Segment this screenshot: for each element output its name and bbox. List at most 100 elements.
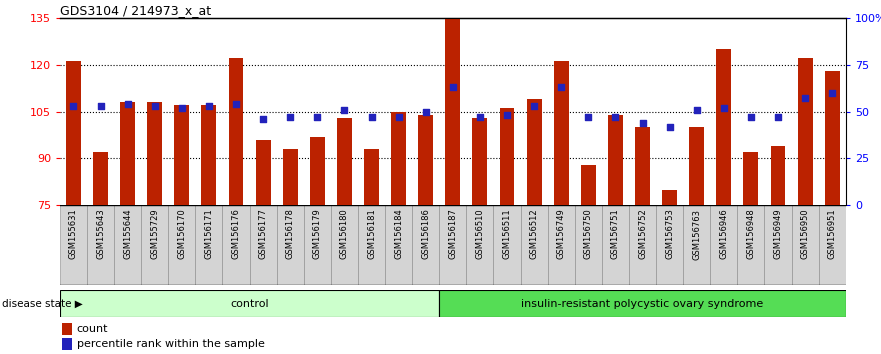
Text: GSM156948: GSM156948	[746, 209, 755, 259]
Bar	[581, 165, 596, 205]
Bar	[527, 99, 542, 205]
Bar	[797, 58, 812, 205]
Text: GSM156950: GSM156950	[801, 209, 810, 259]
Bar	[521, 205, 548, 285]
Bar	[716, 49, 731, 205]
Text: GSM155643: GSM155643	[96, 209, 105, 259]
Point	[635, 120, 649, 126]
Bar	[62, 338, 72, 350]
Bar	[364, 149, 379, 205]
Point	[825, 90, 840, 96]
Text: GSM156946: GSM156946	[719, 209, 729, 259]
Point	[527, 103, 541, 109]
Bar	[228, 58, 243, 205]
Bar	[277, 205, 304, 285]
Point	[690, 107, 704, 113]
Point	[148, 103, 162, 109]
Bar	[440, 205, 466, 285]
Bar	[472, 118, 487, 205]
Bar	[744, 152, 759, 205]
Text: GSM155729: GSM155729	[151, 209, 159, 259]
Point	[283, 114, 297, 120]
Text: GSM156763: GSM156763	[692, 209, 701, 259]
Point	[473, 114, 487, 120]
Text: disease state ▶: disease state ▶	[2, 298, 83, 309]
Text: GSM156511: GSM156511	[502, 209, 512, 259]
Bar	[466, 205, 493, 285]
Text: GSM155644: GSM155644	[123, 209, 132, 259]
Text: GSM156170: GSM156170	[177, 209, 187, 259]
Point	[365, 114, 379, 120]
Bar	[141, 205, 168, 285]
Bar	[765, 205, 791, 285]
Point	[229, 101, 243, 107]
Bar	[574, 205, 602, 285]
Bar	[62, 322, 72, 335]
Bar	[608, 115, 623, 205]
Bar	[656, 205, 683, 285]
Bar	[87, 205, 115, 285]
Point	[771, 114, 785, 120]
Text: GSM156184: GSM156184	[394, 209, 403, 259]
Text: GSM156749: GSM156749	[557, 209, 566, 259]
Point	[121, 101, 135, 107]
Point	[500, 113, 515, 118]
Bar	[825, 71, 840, 205]
Text: GSM156171: GSM156171	[204, 209, 213, 259]
Point	[717, 105, 731, 110]
FancyBboxPatch shape	[440, 290, 846, 317]
Bar	[147, 102, 162, 205]
Bar	[791, 205, 818, 285]
Point	[391, 114, 405, 120]
Bar	[196, 205, 223, 285]
Text: GSM156753: GSM156753	[665, 209, 674, 259]
Bar	[446, 18, 460, 205]
Point	[609, 114, 623, 120]
Text: percentile rank within the sample: percentile rank within the sample	[77, 339, 264, 349]
Bar	[737, 205, 765, 285]
Text: GSM156180: GSM156180	[340, 209, 349, 259]
Bar	[548, 205, 574, 285]
Point	[744, 114, 758, 120]
Text: GSM156510: GSM156510	[476, 209, 485, 259]
Text: GSM156949: GSM156949	[774, 209, 782, 259]
Bar	[818, 205, 846, 285]
Bar	[331, 205, 358, 285]
Bar	[255, 139, 270, 205]
Point	[310, 114, 324, 120]
Bar	[202, 105, 217, 205]
Text: GDS3104 / 214973_x_at: GDS3104 / 214973_x_at	[60, 4, 211, 17]
Point	[256, 116, 270, 122]
Point	[93, 103, 107, 109]
Bar	[663, 190, 677, 205]
Text: GSM156181: GSM156181	[367, 209, 376, 259]
Point	[446, 84, 460, 90]
Point	[174, 105, 189, 110]
Point	[554, 84, 568, 90]
Text: GSM156750: GSM156750	[584, 209, 593, 259]
Text: control: control	[230, 298, 269, 309]
Bar	[115, 205, 141, 285]
Point	[418, 109, 433, 114]
Text: GSM156951: GSM156951	[828, 209, 837, 259]
Bar	[391, 112, 406, 205]
Point	[798, 96, 812, 101]
Bar	[249, 205, 277, 285]
Point	[581, 114, 596, 120]
Bar	[771, 146, 786, 205]
Text: GSM156177: GSM156177	[259, 209, 268, 259]
Bar	[493, 205, 521, 285]
Bar	[60, 205, 87, 285]
Bar	[710, 205, 737, 285]
Text: GSM156178: GSM156178	[285, 209, 295, 259]
Bar	[168, 205, 196, 285]
Bar	[635, 127, 650, 205]
Bar	[174, 105, 189, 205]
Bar	[337, 118, 352, 205]
Bar	[223, 205, 249, 285]
Text: GSM156752: GSM156752	[638, 209, 647, 259]
Bar	[689, 127, 704, 205]
Bar	[310, 137, 325, 205]
Bar	[683, 205, 710, 285]
Bar	[66, 62, 81, 205]
